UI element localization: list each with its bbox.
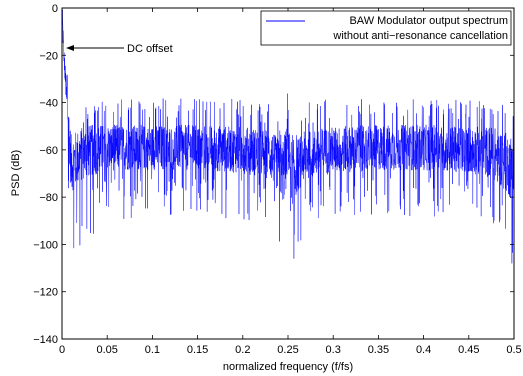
y-tick-label: −80 [39, 192, 58, 204]
y-tick-label: 0 [52, 3, 58, 15]
x-tick-label: 0.05 [96, 344, 117, 356]
plot-frame [61, 7, 515, 340]
x-tick-label: 0 [59, 344, 65, 356]
y-axis: 0 −20 −40 −60 −80 −100 −120 −140 [33, 3, 514, 346]
dc-offset-annotation: DC offset [66, 43, 173, 55]
x-tick-label: 0.35 [368, 344, 389, 356]
x-tick-label: 0.3 [326, 344, 341, 356]
legend-entry-line1: BAW Modulator output spectrum [349, 15, 508, 27]
legend-box [260, 10, 512, 46]
x-axis-label: normalized frequency (f/fs) [223, 361, 353, 373]
annotation-arrow-head [66, 45, 74, 51]
x-axis: 0 0.05 0.1 0.15 0.2 0.25 0.3 0.35 0.4 0.45 0.5 [59, 8, 522, 356]
legend: BAW Modulator output spectrum without an… [260, 10, 512, 46]
y-tick-label: −40 [39, 98, 58, 110]
y-tick-label: −20 [39, 50, 58, 62]
series-line-group [61, 7, 515, 283]
y-tick-label: −100 [33, 239, 58, 251]
x-tick-label: 0.25 [277, 344, 298, 356]
x-tick-label: 0.1 [145, 344, 160, 356]
x-tick-label: 0.5 [506, 344, 521, 356]
y-tick-label: −140 [33, 334, 58, 346]
x-tick-label: 0.45 [458, 344, 479, 356]
x-tick-label: 0.4 [416, 344, 431, 356]
x-tick-label: 0.15 [187, 344, 208, 356]
y-tick-label: −120 [33, 287, 58, 299]
series-line-psd [61, 7, 515, 283]
y-axis-label: PSD (dB) [10, 150, 22, 196]
y-tick-label: −60 [39, 145, 58, 157]
x-tick-label: 0.2 [235, 344, 250, 356]
legend-entry-line2: without anti−resonance cancellation [332, 30, 508, 42]
annotation-text: DC offset [127, 43, 173, 55]
